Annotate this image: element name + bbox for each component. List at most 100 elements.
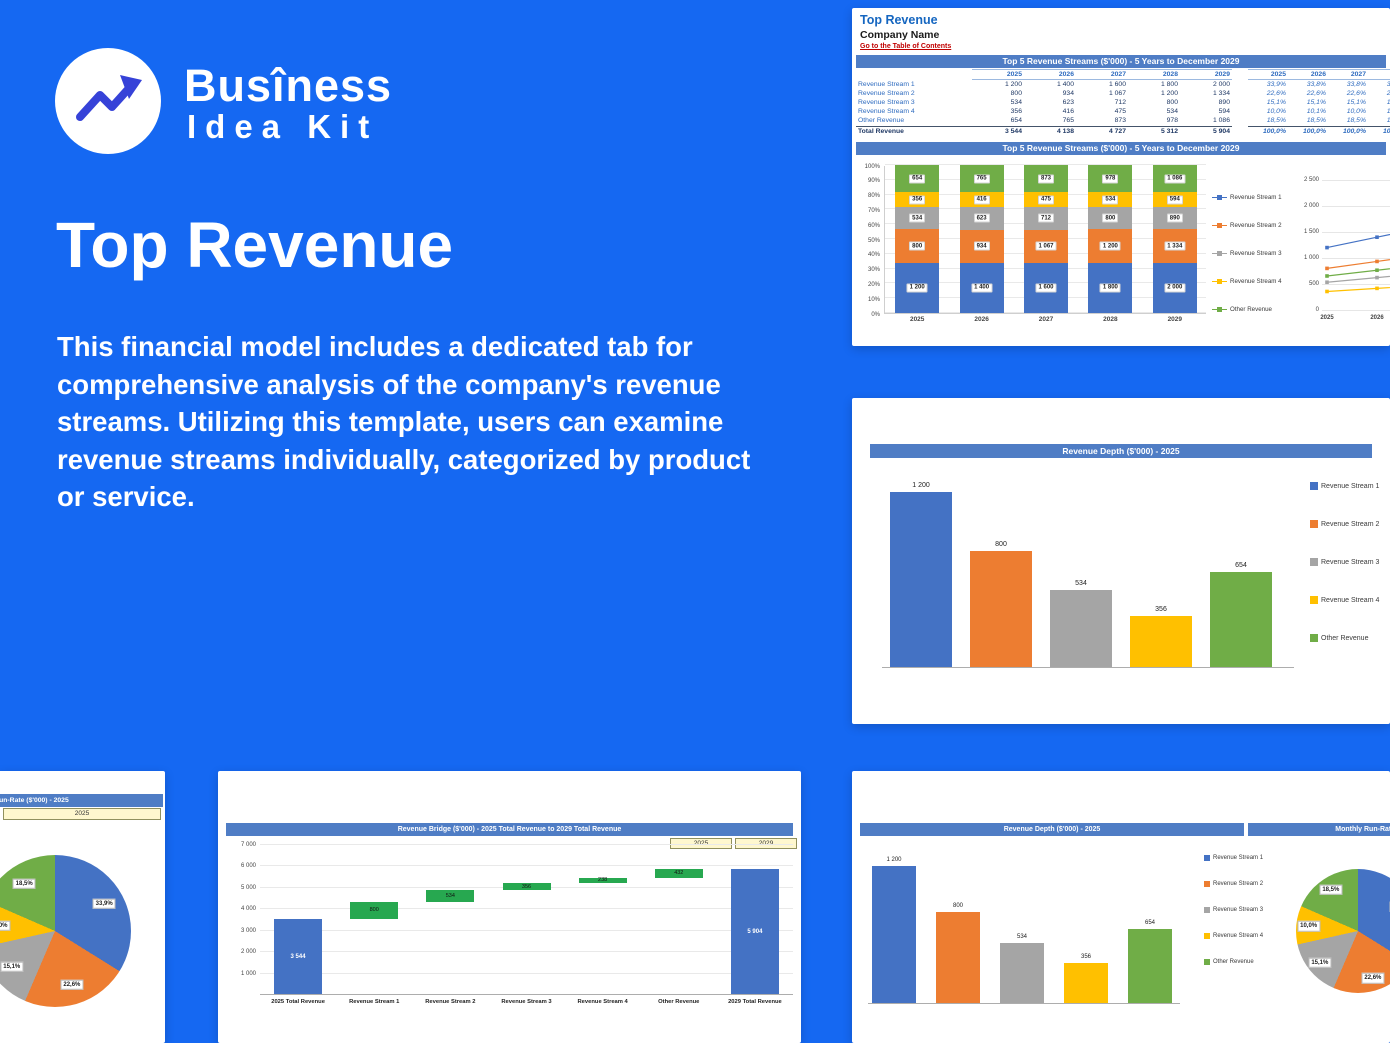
year-selector[interactable]: 2025 — [3, 808, 161, 820]
data-label: 800 — [1102, 213, 1119, 223]
stacked-plot: 1 200 800 534 356 654 2025 1 400 934 623 416 765 20… — [884, 164, 1206, 323]
cell-pct: 100,0% — [1328, 125, 1368, 136]
legend-marker — [1204, 907, 1210, 913]
cell-pct: 22,6% — [1306, 90, 1326, 97]
legend-marker — [1204, 855, 1210, 861]
data-label: 18,5% — [12, 878, 36, 890]
cell-value: 534 — [1010, 99, 1022, 106]
bridge-bar: 356 — [502, 882, 551, 891]
legend-item: Revenue Stream 3 — [1204, 907, 1263, 913]
stacked-bar: 1 400 934 623 416 765 2026 — [959, 165, 1004, 323]
legend-label: Revenue Stream 4 — [1230, 278, 1282, 285]
y-axis-label: 0% — [871, 311, 880, 318]
data-label: 356 — [909, 195, 926, 205]
bridge-plot: 3 544 2025 Total Revenue 800 Revenue Stream… — [260, 844, 793, 1005]
legend-marker — [1212, 223, 1227, 228]
y-axis-label: 4 000 — [240, 906, 256, 913]
company-name: Company Name — [860, 29, 940, 41]
bridge-yaxis: 1 000 2 000 3 000 4 000 5 000 6 000 7 000 — [222, 842, 256, 995]
cell-pct: 33,8% — [1306, 81, 1326, 88]
row-label: Other Revenue — [858, 117, 905, 124]
value-label: 1 200 — [912, 482, 930, 489]
toc-link[interactable]: Go to the Table of Contents — [860, 43, 952, 50]
x-axis-label: Other Revenue — [658, 999, 700, 1005]
legend-marker-point — [1217, 279, 1222, 284]
panel-clip-inner: Monthly Run-Rate ($'000) - 2025 2025 33,… — [0, 771, 165, 1043]
legend-marker — [1204, 933, 1210, 939]
x-axis-label: 2027 — [1038, 316, 1054, 323]
gridline — [1322, 310, 1390, 311]
cell-value: 5 312 — [1128, 125, 1180, 136]
data-label: 416 — [973, 195, 990, 205]
runrate-title-bar-right: Monthly Run-Rate ($'000) - 2025 — [1248, 823, 1390, 836]
y-axis-label: 1 500 — [1303, 228, 1319, 235]
bar-segment: 534 — [895, 207, 940, 230]
x-axis-label: 2026 — [1370, 315, 1384, 321]
legend-marker-point — [1217, 307, 1222, 312]
stacked-bar: 1 600 1 067 712 475 873 2027 — [1024, 165, 1068, 323]
data-label: 15,1% — [0, 961, 24, 973]
cell-value: 1 200 — [1160, 90, 1178, 97]
legend-marker-point — [1217, 223, 1222, 228]
x-axis-label: Revenue Stream 1 — [349, 999, 400, 1005]
cell-pct: 15,1% — [1306, 99, 1326, 106]
legend-item: Revenue Stream 1 — [1310, 482, 1379, 490]
pieC: 33,9% 22,6% 15,1% 10,0% 18,5% — [0, 855, 131, 1007]
cell-value: 873 — [1114, 117, 1126, 124]
y-axis-label: 6 000 — [240, 863, 256, 870]
cell-pct: 33,8% — [1346, 81, 1366, 88]
value-label: 654 — [1144, 919, 1155, 926]
bar-segment: 1 800 — [1088, 262, 1133, 313]
sheet-title: Top Revenue — [860, 13, 938, 27]
depth-title-bar: Revenue Depth ($'000) - 2025 — [870, 444, 1372, 458]
legend-item: Other Revenue — [1204, 959, 1254, 965]
gridline — [260, 844, 793, 845]
legend-label: Revenue Stream 3 — [1230, 250, 1282, 257]
x-axis-label: 2025 — [909, 316, 925, 323]
cell-pct: 18,5% — [1266, 117, 1286, 124]
y-axis-label: 3 000 — [240, 927, 256, 934]
cell-value: 934 — [1062, 90, 1074, 97]
year-header: 2026 — [1024, 69, 1076, 80]
legend-item: Revenue Stream 4 — [1212, 278, 1282, 285]
gridline — [260, 908, 793, 910]
cell-value: 356 — [1010, 108, 1022, 115]
y-axis-label: 500 — [1308, 280, 1319, 287]
bar-segment: 416 — [959, 192, 1004, 208]
year-selector-end[interactable]: 2029 — [735, 838, 797, 849]
bridge-bar: 238 — [578, 877, 627, 883]
runrate-pie-panel: Monthly Run-Rate ($'000) - 2025 2025 33,… — [0, 771, 165, 1043]
legend-marker — [1212, 279, 1227, 284]
bar-segment: 534 — [1088, 192, 1133, 208]
cell-value: 1 086 — [1212, 117, 1230, 124]
gridline — [1322, 206, 1390, 207]
cell-pct: 15,1% — [1266, 99, 1286, 106]
row-label: Revenue Stream 4 — [858, 108, 915, 115]
cell-pct: 10,0% — [1266, 108, 1286, 115]
year-selector-start[interactable]: 2025 — [670, 838, 732, 849]
value-label: 5 904 — [747, 928, 763, 935]
table-total-row: Total Revenue 3 544 4 138 4 727 5 312 5 904 10… — [856, 125, 1390, 136]
cell-value: 800 — [1166, 99, 1178, 106]
bar-segment: 765 — [959, 165, 1004, 193]
row-label: Revenue Stream 2 — [858, 90, 915, 97]
depth-bar — [872, 866, 916, 1004]
legend-marker-line — [1212, 309, 1217, 310]
data-label: 1 086 — [1164, 174, 1186, 184]
depth-bar — [890, 492, 952, 668]
legend-label: Other Revenue — [1321, 634, 1369, 642]
table-year-row: 202520262027202820292025202620272028 — [856, 69, 1390, 80]
bar-segment: 356 — [895, 192, 940, 208]
cell-value: 978 — [1166, 117, 1178, 124]
data-label: 1 600 — [1035, 283, 1057, 293]
x-axis-label: Revenue Stream 4 — [577, 999, 628, 1005]
value-label: 800 — [952, 903, 963, 909]
legend-marker — [1310, 558, 1318, 566]
legend-item: Revenue Stream 3 — [1310, 558, 1379, 566]
legend-marker — [1310, 520, 1318, 528]
y-axis-label: 100% — [864, 163, 880, 170]
brand-subname: Idea Kit — [187, 108, 379, 145]
value-label: 356 — [1080, 954, 1091, 961]
y-axis-label: 1 000 — [240, 970, 256, 977]
legend-marker-line — [1222, 225, 1227, 226]
